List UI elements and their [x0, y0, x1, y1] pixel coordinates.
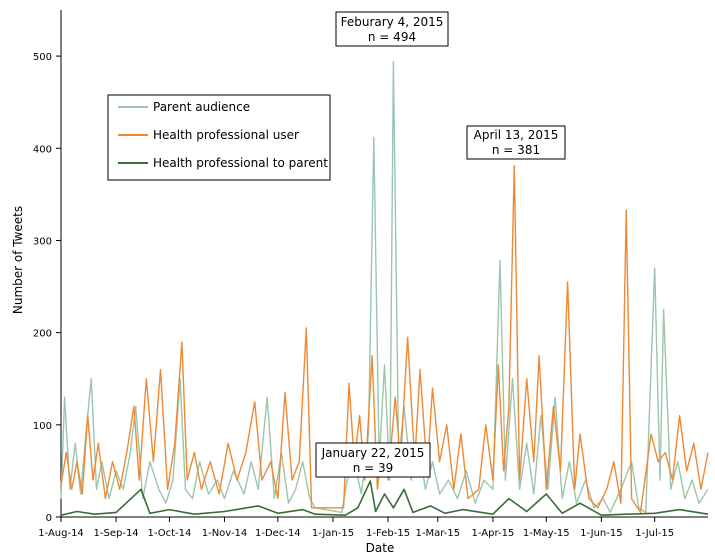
x-tick-label: 1-Mar-15	[416, 528, 461, 539]
y-tick-label: 400	[33, 144, 52, 155]
x-tick-label: 1-Sep-14	[94, 528, 139, 539]
x-ticks: 1-Aug-14 1-Sep-14 1-Oct-14 1-Nov-14 1-Dec-14…	[38, 517, 674, 539]
annotation-line: n = 494	[368, 30, 416, 44]
legend-label-health-professional-to-parent: Health professional to parent	[153, 156, 328, 170]
annotation-apr-13: April 13, 2015 n = 381	[467, 126, 565, 159]
y-tick-label: 300	[33, 236, 52, 247]
legend-label-parent-audience: Parent audience	[153, 100, 250, 114]
y-axis-title: Number of Tweets	[11, 206, 25, 314]
y-tick-label: 0	[46, 513, 52, 524]
x-tick-label: 1-Aug-14	[38, 528, 84, 539]
y-tick-label: 100	[33, 421, 52, 432]
x-tick-label: 1-Jul-15	[635, 528, 674, 539]
annotation-line: Feburary 4, 2015	[341, 15, 444, 29]
y-tick-label: 500	[33, 52, 52, 63]
x-tick-label: 1-Feb-15	[366, 528, 410, 539]
annotation-jan-22: January 22, 2015 n = 39	[316, 443, 430, 477]
x-tick-label: 1-Jan-15	[312, 528, 354, 539]
x-tick-label: 1-Apr-15	[472, 528, 515, 539]
x-tick-label: 1-Dec-14	[255, 528, 301, 539]
axes	[61, 10, 708, 517]
legend-label-health-professional-user: Health professional user	[153, 128, 299, 142]
annotation-line: January 22, 2015	[321, 446, 425, 460]
x-axis-title: Date	[366, 541, 395, 555]
annotation-line: n = 381	[492, 143, 540, 157]
x-tick-label: 1-Oct-14	[147, 528, 191, 539]
y-ticks: 0 100 200 300 400 500	[33, 52, 61, 524]
y-tick-label: 200	[33, 329, 52, 340]
annotation-line: April 13, 2015	[474, 128, 559, 142]
legend: Parent audience Health professional user…	[108, 95, 330, 180]
annotation-line: n = 39	[353, 461, 394, 475]
x-tick-label: 1-May-15	[523, 528, 570, 539]
x-tick-label: 1-Jun-15	[580, 528, 623, 539]
annotation-feb-4: Feburary 4, 2015 n = 494	[336, 12, 448, 46]
x-tick-label: 1-Nov-14	[202, 528, 248, 539]
